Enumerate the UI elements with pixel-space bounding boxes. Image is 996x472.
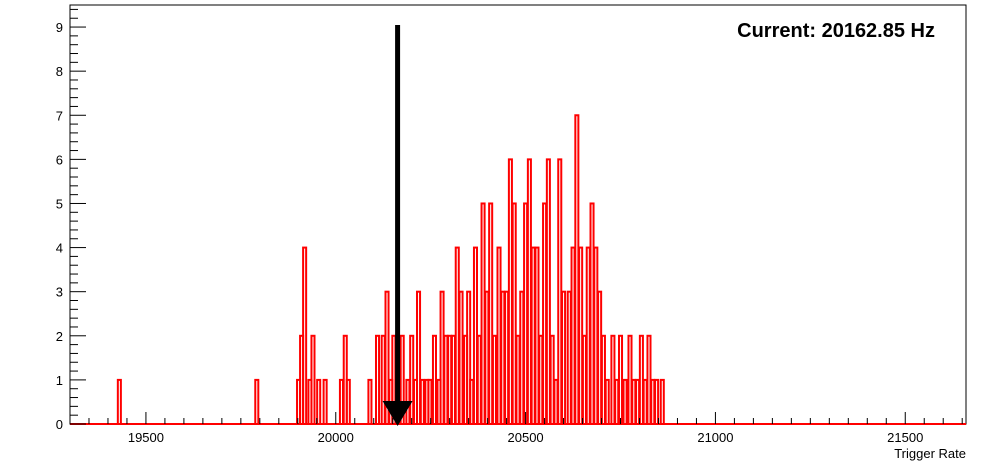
histogram-bin-51 bbox=[523, 202, 529, 425]
x-tick-label: 21500 bbox=[887, 430, 923, 445]
y-tick-label: 6 bbox=[56, 152, 63, 167]
histogram-bin-61 bbox=[561, 290, 567, 425]
histogram-bin-44 bbox=[496, 246, 502, 425]
y-tick-label: 3 bbox=[56, 285, 63, 300]
histogram-bin-30 bbox=[443, 334, 449, 425]
histogram-bin-71 bbox=[600, 334, 606, 425]
histogram-bin-63 bbox=[570, 246, 576, 425]
histogram-bin-80 bbox=[638, 334, 644, 425]
histogram-bin-7 bbox=[316, 378, 322, 426]
histogram-bin-47 bbox=[507, 158, 513, 426]
histogram-bin-54 bbox=[534, 246, 540, 425]
histogram-bin-82 bbox=[646, 334, 652, 425]
histogram-bin-65 bbox=[578, 246, 584, 425]
histogram-bin-19 bbox=[399, 334, 405, 425]
histogram-bin-60 bbox=[557, 158, 563, 426]
current-rate-label: Current: 20162.85 Hz bbox=[737, 20, 935, 42]
histogram-bin-83 bbox=[650, 378, 656, 426]
histogram-bin-59 bbox=[553, 378, 559, 426]
histogram-bin-38 bbox=[472, 246, 478, 425]
histogram-bin-27 bbox=[431, 334, 437, 425]
histogram-bin-31 bbox=[447, 334, 453, 425]
histogram-bin-4 bbox=[302, 246, 308, 425]
x-tick-label: 21000 bbox=[697, 430, 733, 445]
histogram-bin-75 bbox=[617, 334, 624, 425]
histogram-bin-70 bbox=[597, 290, 603, 425]
histogram-bin-32 bbox=[450, 334, 456, 425]
histogram-bin-81 bbox=[642, 378, 648, 426]
histogram-bin-40 bbox=[480, 202, 486, 425]
histogram-bin-64 bbox=[574, 114, 580, 426]
x-axis-title: Trigger Rate bbox=[894, 446, 966, 461]
histogram-bin-26 bbox=[427, 378, 433, 426]
histogram-bin-85 bbox=[659, 378, 665, 426]
axes bbox=[69, 8, 963, 425]
histogram-bin-53 bbox=[530, 246, 536, 425]
histogram-bin-68 bbox=[589, 202, 595, 425]
histogram-bin-66 bbox=[581, 334, 587, 425]
histogram-bin-13 bbox=[375, 334, 381, 425]
histogram-bin-14 bbox=[380, 334, 386, 425]
y-tick-label: 4 bbox=[56, 241, 63, 256]
histogram-bin-1 bbox=[254, 378, 260, 426]
histogram-bin-37 bbox=[469, 378, 475, 426]
histogram-bin-45 bbox=[500, 290, 506, 425]
histogram-bin-46 bbox=[504, 290, 510, 425]
histogram-bin-24 bbox=[419, 378, 425, 426]
histogram-bin-9 bbox=[338, 378, 344, 426]
y-tick-label: 9 bbox=[56, 20, 63, 35]
y-tick-label: 8 bbox=[56, 64, 63, 79]
histogram-bin-57 bbox=[545, 158, 551, 426]
arrow-head bbox=[382, 401, 413, 426]
current-rate-annotation bbox=[382, 25, 413, 426]
histogram-bin-39 bbox=[476, 334, 482, 425]
y-tick-label: 0 bbox=[56, 417, 63, 432]
histogram-bin-77 bbox=[627, 334, 633, 425]
histogram-bin-67 bbox=[585, 246, 591, 425]
histogram-bin-33 bbox=[454, 246, 460, 425]
histogram-bin-23 bbox=[416, 290, 422, 425]
histogram-bin-52 bbox=[526, 158, 532, 426]
histogram-bin-15 bbox=[384, 290, 390, 425]
histogram-bin-76 bbox=[622, 378, 628, 426]
histogram-bin-11 bbox=[345, 378, 351, 426]
histogram-bin-6 bbox=[310, 334, 316, 425]
histogram-bin-69 bbox=[593, 246, 599, 425]
histogram-bin-72 bbox=[604, 378, 610, 426]
histogram-bin-50 bbox=[519, 290, 525, 425]
histogram-bin-43 bbox=[491, 334, 497, 425]
histogram-bin-21 bbox=[409, 334, 415, 425]
histogram-bin-41 bbox=[484, 290, 490, 425]
histogram-bin-73 bbox=[610, 334, 616, 425]
x-tick-label: 19500 bbox=[128, 430, 164, 445]
histogram-bin-42 bbox=[488, 202, 494, 425]
x-tick-label: 20000 bbox=[318, 430, 354, 445]
y-tick-label: 2 bbox=[56, 329, 63, 344]
histogram-bin-48 bbox=[511, 202, 517, 425]
histogram-bins bbox=[70, 114, 966, 426]
histogram-bin-49 bbox=[515, 334, 521, 425]
y-tick-label: 5 bbox=[56, 196, 63, 211]
plot-frame bbox=[69, 4, 967, 425]
histogram-bin-0 bbox=[116, 378, 122, 426]
y-tick-label: 1 bbox=[56, 373, 63, 388]
histogram-bin-55 bbox=[538, 334, 544, 425]
histogram-bin-8 bbox=[322, 378, 328, 426]
histogram-bin-79 bbox=[635, 378, 641, 426]
histogram-bin-74 bbox=[614, 378, 620, 426]
histogram-bin-58 bbox=[549, 334, 555, 425]
histogram-bin-78 bbox=[631, 378, 637, 426]
histogram-bin-29 bbox=[439, 290, 445, 425]
histogram-bin-12 bbox=[367, 378, 373, 426]
histogram-bin-62 bbox=[566, 290, 572, 425]
x-tick-label: 20500 bbox=[508, 430, 544, 445]
histogram-bin-84 bbox=[654, 378, 660, 426]
y-tick-label: 7 bbox=[56, 108, 63, 123]
tick-labels: 19500 20000 20500 21000 21500 0 1 2 3 4 5 6 7 8 9 bbox=[56, 20, 924, 445]
histogram-bin-56 bbox=[542, 202, 548, 425]
histogram-bin-34 bbox=[458, 290, 464, 425]
